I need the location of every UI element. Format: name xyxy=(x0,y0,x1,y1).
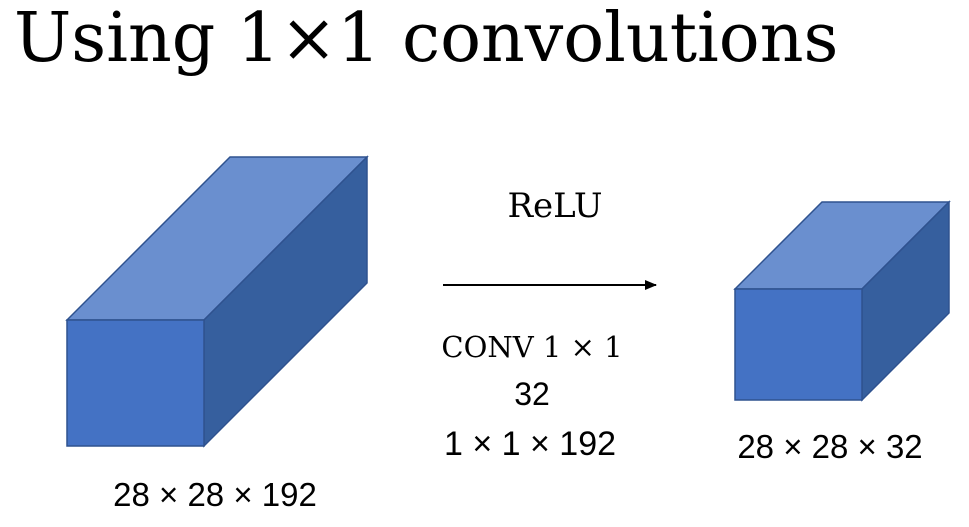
input-dims-label: 28 × 28 × 192 xyxy=(113,476,317,513)
output-volume-front-face xyxy=(734,288,863,401)
filter-shape-label: 1 × 1 × 192 xyxy=(444,425,616,463)
filter-count-label: 32 xyxy=(514,376,550,412)
slide-title: Using 1×1 convolutions xyxy=(14,0,839,78)
output-volume xyxy=(733,200,951,402)
activation-label: ReLU xyxy=(507,186,602,226)
input-volume-front-face xyxy=(66,319,205,447)
output-dims-label: 28 × 28 × 32 xyxy=(737,428,922,465)
conv-label: CONV 1 × 1 xyxy=(441,330,622,364)
input-volume xyxy=(65,155,369,448)
